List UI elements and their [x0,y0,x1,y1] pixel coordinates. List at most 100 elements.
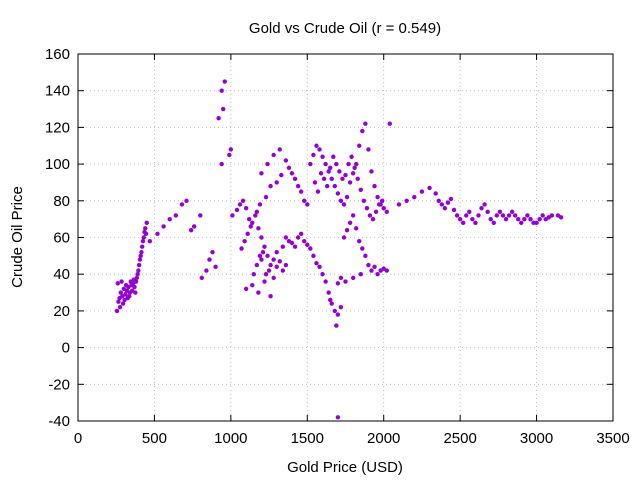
data-point [509,209,515,215]
data-point [323,161,328,167]
data-point [262,279,267,284]
data-point [228,147,234,152]
data-point [396,202,402,207]
data-point [298,189,304,194]
data-point [464,213,469,218]
data-point [522,216,527,222]
data-point [558,215,564,220]
data-point [274,264,279,270]
data-point [254,209,260,215]
data-point [184,198,189,203]
data-point [367,213,373,218]
data-point [332,183,337,189]
data-point [357,143,362,148]
data-point [341,235,347,240]
data-point [265,161,270,167]
data-point [373,209,379,215]
data-point [263,272,269,277]
data-point [320,154,325,159]
data-point [482,202,487,207]
data-point [305,242,310,248]
y-tick-label: 20 [53,303,70,320]
data-point [344,227,350,233]
data-point [335,415,341,420]
data-point [344,194,350,200]
data-point [451,207,457,213]
data-point [433,191,438,196]
data-point [506,213,512,218]
data-point [136,262,142,268]
data-point [251,272,256,277]
data-point [312,180,318,185]
data-point [366,262,371,268]
data-point [133,290,138,295]
data-point [277,259,282,264]
data-point [376,202,382,207]
data-point [283,262,289,268]
data-point [259,235,264,240]
data-point [337,169,342,174]
data-point [350,171,356,176]
data-point [442,205,448,211]
y-tick-label: -40 [48,413,70,430]
data-point [143,226,148,231]
data-point [512,213,518,218]
data-point [375,194,380,200]
data-point [412,194,417,200]
data-point [259,257,264,262]
data-point [335,312,341,317]
data-point [243,286,249,292]
data-point [347,220,353,226]
data-point [361,198,367,203]
data-point [445,200,451,205]
y-tick-label: 0 [62,340,70,357]
data-point [259,171,264,176]
data-point [404,198,409,203]
data-point [346,161,351,167]
data-point [318,171,324,176]
data-point [427,185,432,191]
data-point [314,260,319,266]
data-point [369,268,374,273]
data-point [519,220,524,226]
data-point [461,220,466,226]
data-point [334,323,339,328]
data-point [379,198,385,203]
data-point [256,290,261,295]
data-point [357,238,362,244]
data-point [369,169,374,174]
data-point [329,176,334,181]
data-point [358,272,363,277]
data-point [256,226,261,231]
data-point [317,264,322,270]
data-point [326,290,331,295]
data-point [239,246,244,251]
data-point [116,299,121,304]
data-point [257,253,263,259]
data-point [314,143,319,148]
data-point [265,253,270,259]
data-point [375,272,380,277]
data-point [308,161,313,167]
data-point [387,121,393,126]
data-point [132,284,137,290]
data-point [283,158,289,163]
data-point [295,235,301,240]
data-point [219,161,224,167]
data-point [476,213,481,218]
data-point [473,220,478,226]
data-point [340,176,345,181]
data-point [341,202,347,207]
data-point [525,213,530,218]
data-point [358,187,363,192]
data-point [531,220,536,226]
data-point [338,275,344,281]
data-point [274,249,279,255]
data-point [161,224,166,229]
data-point [328,165,333,170]
y-tick-label: 80 [53,193,70,210]
data-point [384,268,389,273]
data-point [188,227,194,233]
